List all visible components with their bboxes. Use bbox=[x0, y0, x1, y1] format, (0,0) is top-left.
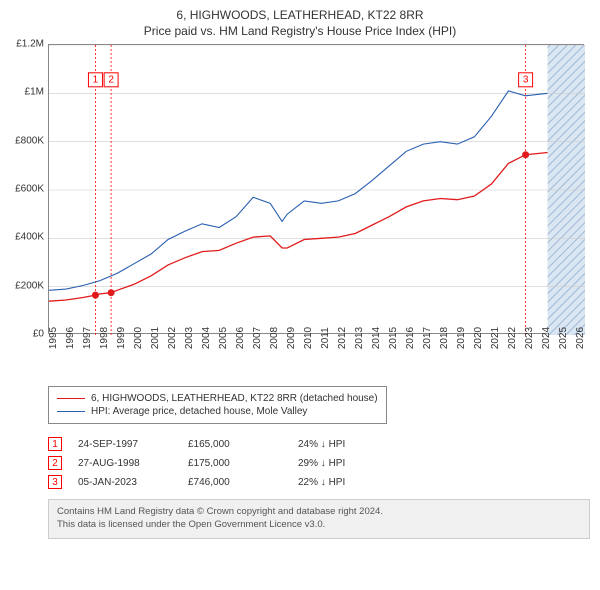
series-hpi bbox=[49, 91, 548, 290]
legend-row: HPI: Average price, detached house, Mole… bbox=[57, 406, 378, 417]
x-tick-label: 2016 bbox=[405, 327, 416, 349]
event-price: £165,000 bbox=[188, 439, 298, 450]
legend-swatch bbox=[57, 411, 85, 412]
series-marker bbox=[92, 292, 99, 299]
y-tick-label: £800K bbox=[15, 135, 44, 146]
y-tick-label: £600K bbox=[15, 184, 44, 195]
x-tick-label: 2008 bbox=[269, 327, 280, 349]
chart-titles: 6, HIGHWOODS, LEATHERHEAD, KT22 8RR Pric… bbox=[10, 8, 590, 38]
legend-label: 6, HIGHWOODS, LEATHERHEAD, KT22 8RR (det… bbox=[91, 393, 378, 404]
legend: 6, HIGHWOODS, LEATHERHEAD, KT22 8RR (det… bbox=[48, 386, 387, 424]
x-tick-label: 2012 bbox=[337, 327, 348, 349]
x-tick-label: 2004 bbox=[201, 327, 212, 349]
x-tick-label: 2026 bbox=[575, 327, 586, 349]
x-tick-label: 2003 bbox=[184, 327, 195, 349]
x-tick-label: 1998 bbox=[99, 327, 110, 349]
y-tick-label: £200K bbox=[15, 280, 44, 291]
x-tick-label: 2007 bbox=[252, 327, 263, 349]
event-number-box: 1 bbox=[48, 437, 62, 451]
event-delta: 24% ↓ HPI bbox=[298, 439, 345, 450]
footer-line-2: This data is licensed under the Open Gov… bbox=[57, 519, 581, 532]
x-tick-label: 2002 bbox=[167, 327, 178, 349]
x-tick-label: 2005 bbox=[218, 327, 229, 349]
x-tick-label: 2017 bbox=[422, 327, 433, 349]
series-marker bbox=[522, 151, 529, 158]
legend-row: 6, HIGHWOODS, LEATHERHEAD, KT22 8RR (det… bbox=[57, 393, 378, 404]
x-tick-label: 2011 bbox=[320, 327, 331, 349]
x-tick-label: 2014 bbox=[371, 327, 382, 349]
footer-line-1: Contains HM Land Registry data © Crown c… bbox=[57, 506, 581, 519]
event-row: 1 24-SEP-1997£165,00024% ↓ HPI bbox=[48, 437, 590, 451]
event-delta: 22% ↓ HPI bbox=[298, 477, 345, 488]
legend-label: HPI: Average price, detached house, Mole… bbox=[91, 406, 307, 417]
event-marker-number: 1 bbox=[93, 74, 99, 85]
event-marker-number: 2 bbox=[108, 74, 114, 85]
title-sub: Price paid vs. HM Land Registry's House … bbox=[10, 24, 590, 38]
y-tick-label: £400K bbox=[15, 232, 44, 243]
x-tick-label: 2019 bbox=[456, 327, 467, 349]
event-date: 24-SEP-1997 bbox=[78, 439, 188, 450]
plot-svg: 12 3 bbox=[49, 45, 585, 335]
event-price: £746,000 bbox=[188, 477, 298, 488]
event-row: 2 27-AUG-1998£175,00029% ↓ HPI bbox=[48, 456, 590, 470]
event-number-box: 2 bbox=[48, 456, 62, 470]
x-axis-labels: 1995199619971998199920002001200220032004… bbox=[48, 334, 584, 374]
event-price: £175,000 bbox=[188, 458, 298, 469]
event-date: 05-JAN-2023 bbox=[78, 477, 188, 488]
event-table: 1 24-SEP-1997£165,00024% ↓ HPI 2 27-AUG-199… bbox=[48, 437, 590, 489]
chart-area: £0£200K£400K£600K£800K£1M£1.2M 123 19951… bbox=[10, 44, 590, 374]
x-tick-label: 2010 bbox=[303, 327, 314, 349]
x-tick-label: 2018 bbox=[439, 327, 450, 349]
x-tick-label: 2015 bbox=[388, 327, 399, 349]
x-tick-label: 2006 bbox=[235, 327, 246, 349]
event-date: 27-AUG-1998 bbox=[78, 458, 188, 469]
x-tick-label: 2022 bbox=[507, 327, 518, 349]
y-axis-labels: £0£200K£400K£600K£800K£1M£1.2M bbox=[10, 44, 48, 334]
x-tick-label: 2025 bbox=[558, 327, 569, 349]
x-tick-label: 2013 bbox=[354, 327, 365, 349]
event-marker-number: 3 bbox=[523, 74, 529, 85]
title-main: 6, HIGHWOODS, LEATHERHEAD, KT22 8RR bbox=[10, 8, 590, 22]
y-tick-label: £1M bbox=[25, 87, 44, 98]
event-delta: 29% ↓ HPI bbox=[298, 458, 345, 469]
x-tick-label: 2001 bbox=[150, 327, 161, 349]
legend-swatch bbox=[57, 398, 85, 399]
plot-area: 12 3 bbox=[48, 44, 584, 334]
x-tick-label: 2000 bbox=[133, 327, 144, 349]
event-row: 3 05-JAN-2023£746,00022% ↓ HPI bbox=[48, 475, 590, 489]
series-marker bbox=[108, 289, 115, 296]
x-tick-label: 2020 bbox=[473, 327, 484, 349]
y-tick-label: £1.2M bbox=[16, 39, 44, 50]
x-tick-label: 2023 bbox=[524, 327, 535, 349]
x-tick-label: 1997 bbox=[82, 327, 93, 349]
x-tick-label: 1995 bbox=[48, 327, 59, 349]
y-tick-label: £0 bbox=[33, 329, 44, 340]
series-price_paid bbox=[49, 153, 548, 302]
event-number-box: 3 bbox=[48, 475, 62, 489]
x-tick-label: 2024 bbox=[541, 327, 552, 349]
chart-container: { "titles": { "main": "6, HIGHWOODS, LEA… bbox=[0, 0, 600, 549]
x-tick-label: 1996 bbox=[65, 327, 76, 349]
footer-attribution: Contains HM Land Registry data © Crown c… bbox=[48, 499, 590, 539]
x-tick-label: 2009 bbox=[286, 327, 297, 349]
x-tick-label: 2021 bbox=[490, 327, 501, 349]
x-tick-label: 1999 bbox=[116, 327, 127, 349]
